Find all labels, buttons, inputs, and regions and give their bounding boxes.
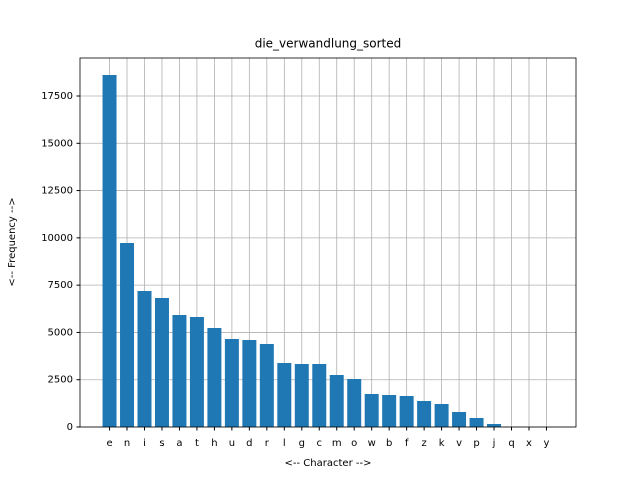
x-tick-label: q: [508, 438, 514, 449]
bar: [224, 338, 239, 427]
x-tick-label: y: [544, 438, 550, 449]
x-tick-label: j: [492, 438, 496, 449]
x-tick-label: f: [405, 438, 409, 449]
x-tick-label: g: [299, 438, 305, 449]
bar: [382, 394, 397, 427]
x-tick-label: x: [526, 438, 532, 449]
y-tick-label: 7500: [48, 280, 73, 291]
bar: [154, 298, 169, 427]
x-tick-label: n: [124, 438, 130, 449]
x-tick-label: l: [283, 438, 286, 449]
bar: [120, 243, 135, 427]
bar: [417, 400, 432, 427]
y-tick-label: 10000: [41, 233, 73, 244]
plot-frame: [79, 57, 577, 428]
x-tick-label: z: [421, 438, 426, 449]
x-tick-label: r: [265, 438, 270, 449]
x-tick-label: p: [473, 438, 479, 449]
y-tick-label: 2500: [48, 375, 73, 386]
y-tick-label: 0: [67, 422, 73, 433]
bar: [399, 395, 414, 427]
bar: [434, 404, 449, 427]
x-axis-label: <-- Character -->: [285, 458, 372, 469]
y-tick-label: 17500: [41, 91, 73, 102]
y-tick-label: 15000: [41, 138, 73, 149]
x-tick-label: u: [229, 438, 235, 449]
x-tick-label: t: [195, 438, 199, 449]
y-tick-label: 5000: [48, 327, 73, 338]
bar: [137, 291, 152, 427]
y-axis-label: <-- Frequency -->: [7, 197, 18, 286]
bar: [312, 363, 327, 427]
x-tick-label: d: [246, 438, 252, 449]
bar: [172, 315, 187, 427]
bar: [347, 378, 362, 427]
bar: [469, 417, 484, 427]
x-tick-label: i: [143, 438, 146, 449]
x-tick-label: m: [332, 438, 342, 449]
bar: [364, 393, 379, 427]
x-tick-label: h: [211, 438, 217, 449]
y-tick-label: 12500: [41, 186, 73, 197]
x-tick-label: e: [106, 438, 112, 449]
x-tick-label: k: [439, 438, 445, 449]
x-tick-label: w: [368, 438, 376, 449]
bar: [329, 375, 344, 427]
bar: [452, 412, 467, 427]
bar: [242, 339, 257, 427]
bar: [294, 363, 309, 427]
bar: [487, 423, 502, 427]
bar: [207, 328, 222, 427]
x-tick-label: v: [456, 438, 462, 449]
bar: [277, 362, 292, 427]
x-tick-label: s: [159, 438, 164, 449]
bar: [102, 75, 117, 427]
bar: [259, 344, 274, 427]
bar: [189, 316, 204, 427]
x-tick-label: a: [176, 438, 182, 449]
x-tick-label: b: [386, 438, 392, 449]
x-tick-label: o: [351, 438, 357, 449]
x-tick-label: c: [317, 438, 323, 449]
chart-title: die_verwandlung_sorted: [255, 37, 402, 51]
